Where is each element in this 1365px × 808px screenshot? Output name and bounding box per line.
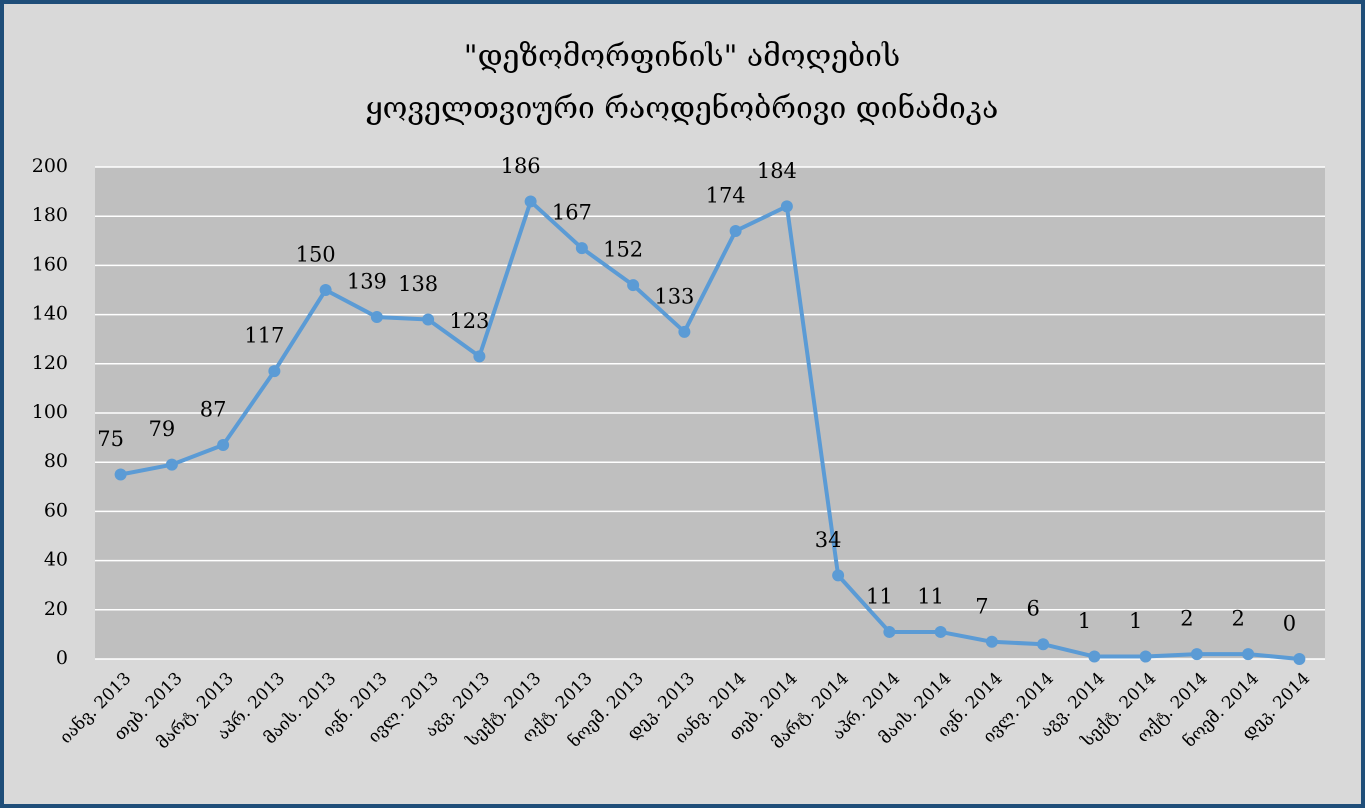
y-tick-label: 160: [32, 253, 68, 275]
y-tick-label: 200: [32, 155, 68, 177]
data-label: 184: [757, 159, 797, 183]
data-point: [883, 625, 896, 638]
y-tick-label: 20: [44, 598, 68, 620]
data-label: 138: [398, 272, 438, 296]
data-label: 75: [97, 427, 124, 451]
y-tick-label: 140: [32, 303, 68, 325]
data-label: 167: [552, 201, 592, 225]
data-point: [678, 325, 691, 338]
data-point: [422, 313, 435, 326]
y-tick-label: 0: [56, 647, 68, 669]
data-label: 87: [200, 397, 227, 421]
data-label: 186: [501, 154, 541, 178]
data-point: [114, 468, 127, 481]
chart-title: ყოველთვიური რაოდენობრივი დინამიკა: [366, 91, 999, 126]
data-label: 7: [975, 594, 988, 618]
data-label: 133: [654, 284, 694, 308]
data-point: [524, 195, 537, 208]
y-tick-label: 40: [44, 549, 68, 571]
data-point: [780, 200, 793, 213]
data-point: [319, 284, 332, 296]
data-label: 174: [706, 183, 746, 207]
data-label: 1: [1078, 609, 1091, 633]
data-point: [934, 625, 947, 638]
data-point: [1190, 648, 1203, 661]
data-point: [1293, 653, 1306, 665]
data-point: [217, 438, 230, 451]
data-label: 11: [917, 584, 944, 608]
y-tick-label: 60: [44, 499, 68, 521]
data-label: 79: [149, 417, 176, 441]
data-label: 34: [815, 528, 842, 552]
data-label: 0: [1283, 612, 1296, 636]
data-label: 1: [1129, 609, 1142, 633]
data-label: 117: [244, 324, 284, 348]
data-point: [268, 365, 281, 378]
data-point: [1242, 648, 1255, 661]
y-tick-label: 180: [32, 204, 68, 226]
data-point: [1088, 650, 1101, 663]
data-label: 150: [296, 243, 336, 267]
y-tick-label: 100: [32, 401, 68, 423]
y-tick-label: 120: [32, 352, 68, 374]
data-label: 152: [603, 238, 643, 262]
data-point: [627, 279, 640, 292]
data-label: 2: [1231, 607, 1244, 631]
data-point: [575, 242, 588, 255]
data-label: 6: [1026, 597, 1039, 621]
data-point: [1139, 650, 1152, 663]
data-label: 139: [347, 270, 387, 294]
y-tick-label: 80: [44, 450, 68, 472]
data-point: [473, 350, 486, 363]
data-point: [1037, 638, 1050, 651]
data-point: [832, 569, 845, 582]
data-point: [370, 311, 383, 324]
data-label: 2: [1180, 607, 1193, 631]
data-point: [985, 635, 998, 648]
data-label: 123: [449, 309, 489, 333]
data-label: 11: [866, 584, 893, 608]
data-line: [120, 199, 1300, 661]
chart-title: "დეზომორფინის" ამოღების: [464, 39, 900, 74]
data-point: [729, 224, 742, 237]
data-point: [165, 458, 178, 471]
